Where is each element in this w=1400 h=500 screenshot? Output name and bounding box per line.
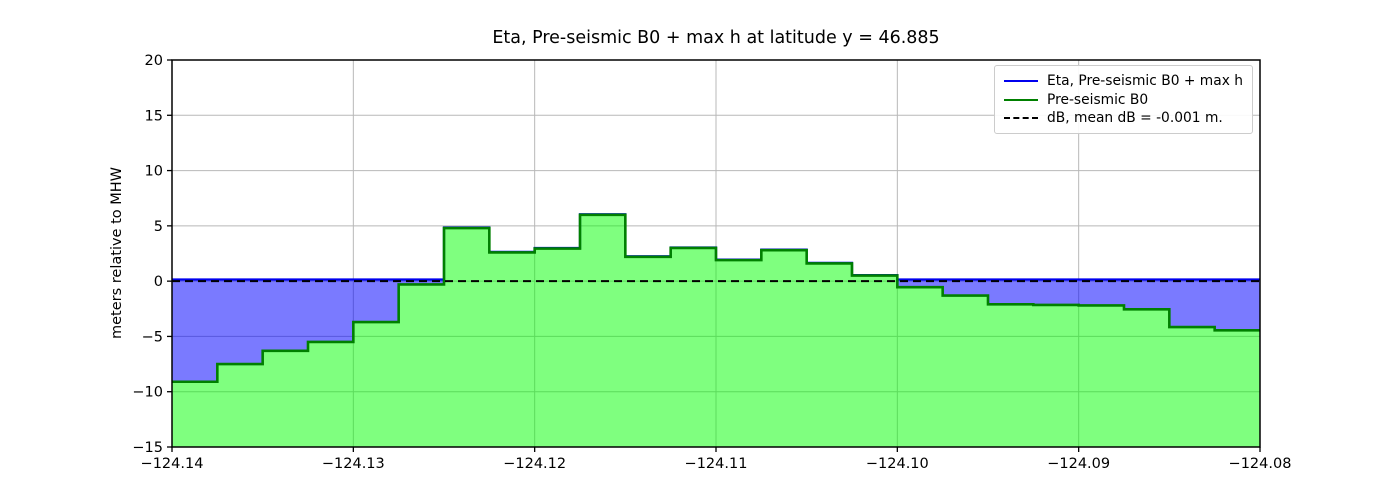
legend-label-db: dB, mean dB = -0.001 m. [1047,110,1223,126]
legend-line-sample-b0 [1004,98,1039,101]
y-tick-label: −10 [132,385,163,401]
x-tick-label: −124.09 [1047,456,1110,472]
y-tick-label: 0 [154,274,163,290]
b0-line [172,213,1260,384]
x-tick-label: −124.13 [322,456,385,472]
x-tick-label: −124.10 [866,456,929,472]
legend-line-sample-db [1004,117,1039,119]
y-tick-label: −5 [142,329,163,345]
x-tick-label: −124.14 [141,456,204,472]
y-tick-label: 5 [154,219,163,235]
y-tick-label: 15 [145,108,163,124]
legend-label-b0: Pre-seismic B0 [1047,91,1149,108]
chart-title: Eta, Pre-seismic B0 + max h at latitude … [492,28,940,48]
x-tick-label: −124.12 [503,456,566,472]
legend: Eta, Pre-seismic B0 + max h Pre-seismic … [994,65,1253,134]
y-tick-label: 20 [145,53,163,69]
legend-entry-b0: Pre-seismic B0 [1004,92,1243,108]
y-tick-label: −15 [132,440,163,456]
y-axis-label: meters relative to MHW [109,167,125,339]
x-tick-label: −124.08 [1229,456,1292,472]
x-tick-label: −124.11 [685,456,748,472]
legend-label-eta: Eta, Pre-seismic B0 + max h [1047,73,1243,89]
y-tick-label: 10 [145,164,163,180]
legend-entry-db: dB, mean dB = -0.001 m. [1004,110,1243,126]
legend-line-sample-eta [1004,80,1039,82]
legend-entry-eta: Eta, Pre-seismic B0 + max h [1004,73,1243,89]
